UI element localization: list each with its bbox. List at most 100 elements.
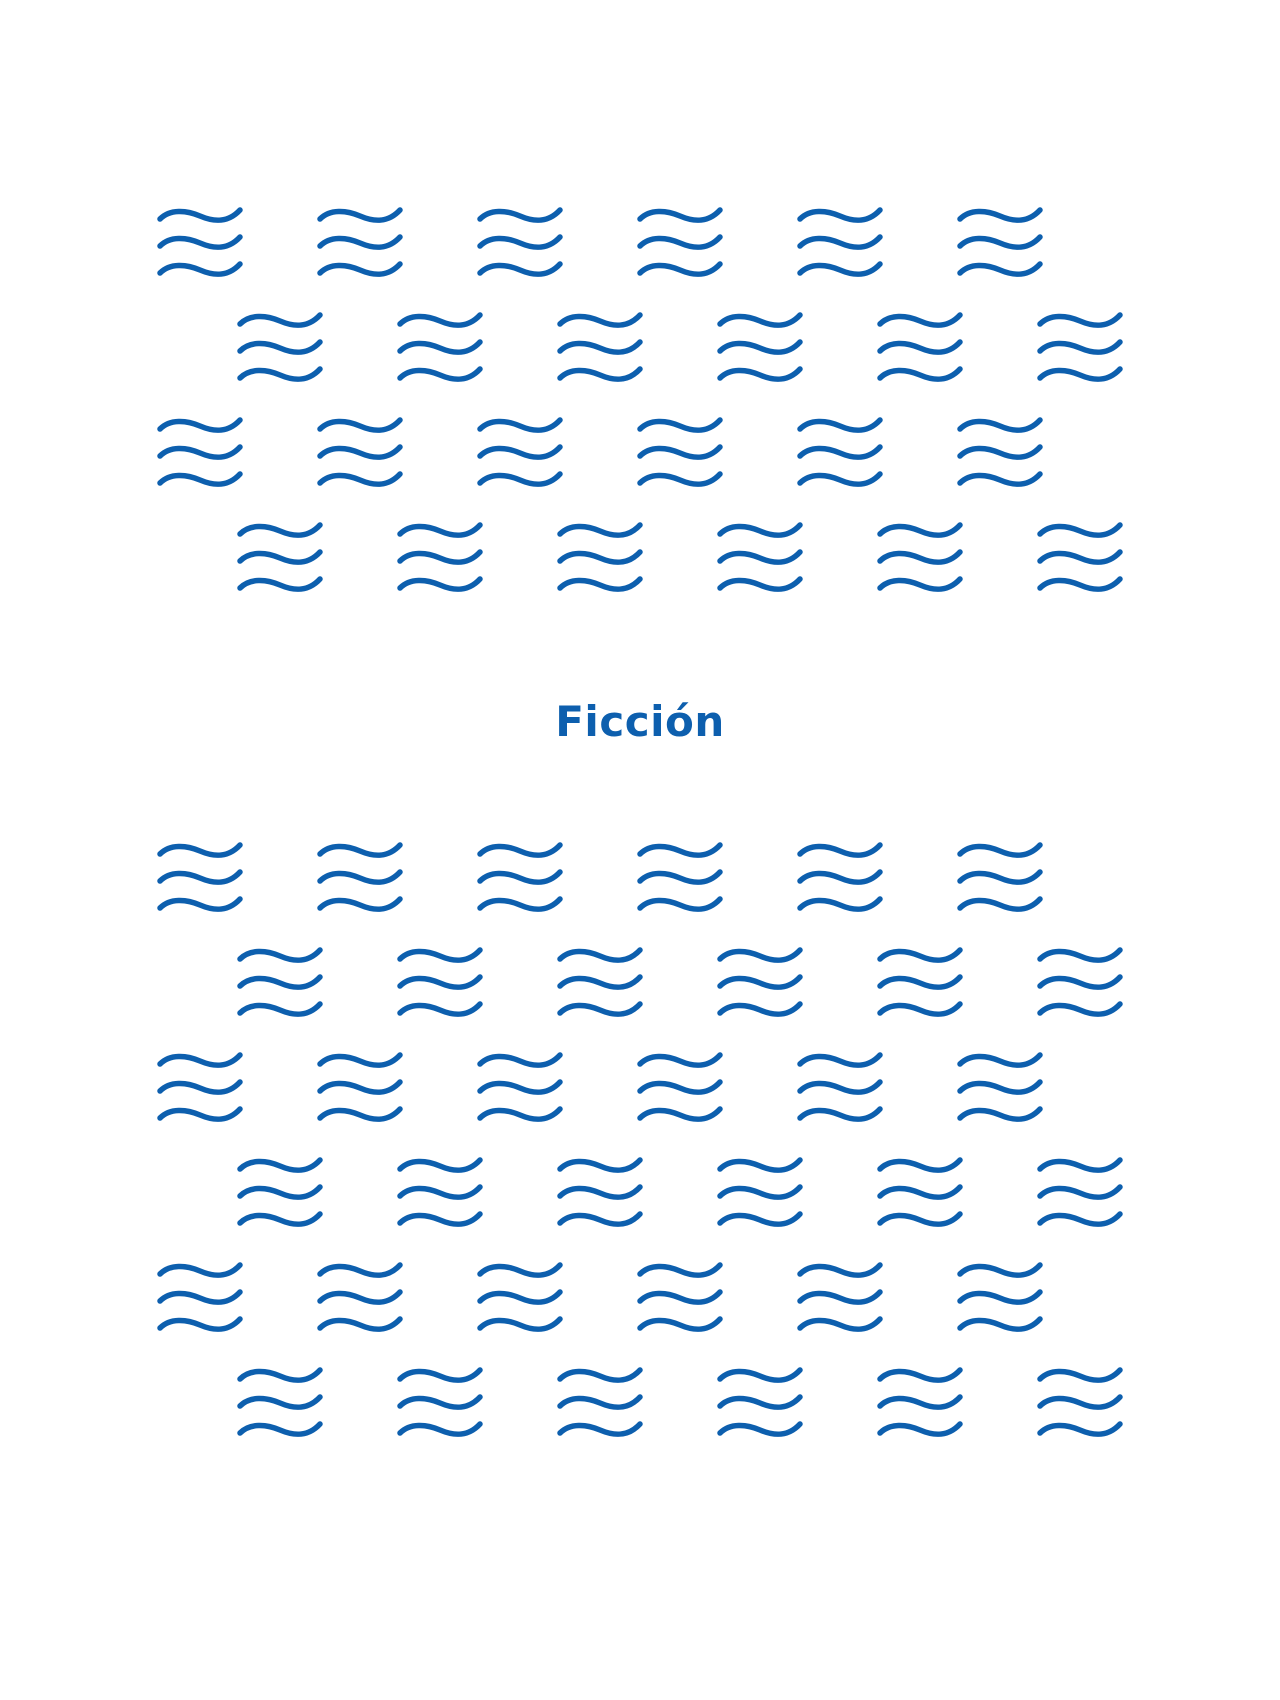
wave-stroke (477, 869, 563, 885)
wave-stroke (1037, 549, 1123, 565)
wave-stroke (637, 444, 723, 460)
wave-icon (1037, 312, 1123, 382)
wave-icon (717, 522, 803, 592)
wave-stroke (157, 417, 243, 433)
wave-stroke (877, 339, 963, 355)
wave-icon (957, 417, 1043, 487)
wave-stroke (717, 1001, 803, 1017)
wave-stroke (157, 1079, 243, 1095)
wave-stroke (317, 417, 403, 433)
wave-icon (877, 312, 963, 382)
wave-icon (1037, 947, 1123, 1017)
wave-stroke (237, 947, 323, 963)
wave-stroke (237, 1211, 323, 1227)
wave-stroke (957, 207, 1043, 223)
wave-stroke (957, 1106, 1043, 1122)
wave-icon (317, 207, 403, 277)
wave-icon (237, 947, 323, 1017)
wave-stroke (237, 974, 323, 990)
wave-stroke (637, 1289, 723, 1305)
wave-stroke (1037, 1211, 1123, 1227)
wave-stroke (397, 1001, 483, 1017)
wave-stroke (237, 366, 323, 382)
wave-stroke (797, 1316, 883, 1332)
wave-stroke (397, 366, 483, 382)
wave-stroke (477, 444, 563, 460)
wave-stroke (557, 576, 643, 592)
wave-icon (237, 522, 323, 592)
wave-stroke (477, 261, 563, 277)
wave-stroke (317, 444, 403, 460)
wave-icon (797, 1262, 883, 1332)
wave-stroke (957, 869, 1043, 885)
wave-stroke (877, 1394, 963, 1410)
wave-stroke (1037, 974, 1123, 990)
wave-stroke (877, 1367, 963, 1383)
wave-icon (717, 947, 803, 1017)
wave-stroke (237, 522, 323, 538)
wave-stroke (477, 1316, 563, 1332)
wave-icon (557, 312, 643, 382)
wave-stroke (397, 339, 483, 355)
wave-icon (397, 312, 483, 382)
wave-stroke (957, 261, 1043, 277)
wave-stroke (477, 896, 563, 912)
wave-stroke (877, 974, 963, 990)
wave-stroke (637, 1316, 723, 1332)
wave-icon (957, 1052, 1043, 1122)
wave-stroke (157, 1316, 243, 1332)
wave-stroke (317, 1262, 403, 1278)
wave-stroke (557, 974, 643, 990)
wave-icon (717, 312, 803, 382)
wave-icon (877, 1367, 963, 1437)
wave-icon (957, 1262, 1043, 1332)
wave-icon (1037, 1367, 1123, 1437)
wave-stroke (157, 842, 243, 858)
wave-stroke (477, 234, 563, 250)
wave-stroke (717, 366, 803, 382)
wave-stroke (317, 1052, 403, 1068)
wave-stroke (237, 1367, 323, 1383)
wave-stroke (797, 471, 883, 487)
wave-stroke (797, 1052, 883, 1068)
wave-stroke (797, 869, 883, 885)
wave-stroke (397, 1157, 483, 1173)
wave-stroke (157, 1052, 243, 1068)
wave-icon (237, 1157, 323, 1227)
wave-stroke (557, 366, 643, 382)
wave-stroke (477, 1106, 563, 1122)
wave-stroke (1037, 522, 1123, 538)
wave-icon (877, 522, 963, 592)
wave-stroke (877, 1421, 963, 1437)
wave-stroke (237, 576, 323, 592)
wave-stroke (477, 1262, 563, 1278)
wave-stroke (877, 549, 963, 565)
wave-icon (317, 1052, 403, 1122)
wave-stroke (877, 1211, 963, 1227)
wave-icon (397, 1157, 483, 1227)
wave-stroke (797, 1079, 883, 1095)
wave-stroke (717, 1211, 803, 1227)
wave-icon (557, 947, 643, 1017)
wave-icon (797, 207, 883, 277)
wave-stroke (317, 842, 403, 858)
wave-icon (397, 522, 483, 592)
wave-icon (157, 207, 243, 277)
wave-stroke (1037, 339, 1123, 355)
wave-stroke (637, 1079, 723, 1095)
wave-icon (1037, 522, 1123, 592)
wave-pattern-top-graphic (157, 207, 1123, 592)
wave-stroke (477, 207, 563, 223)
wave-stroke (957, 1079, 1043, 1095)
wave-icon (477, 1262, 563, 1332)
wave-stroke (317, 1316, 403, 1332)
wave-stroke (797, 417, 883, 433)
wave-icon (797, 1052, 883, 1122)
wave-stroke (637, 1052, 723, 1068)
wave-icon (157, 1052, 243, 1122)
wave-stroke (397, 522, 483, 538)
wave-icon (317, 417, 403, 487)
wave-icon (877, 947, 963, 1017)
wave-stroke (877, 522, 963, 538)
